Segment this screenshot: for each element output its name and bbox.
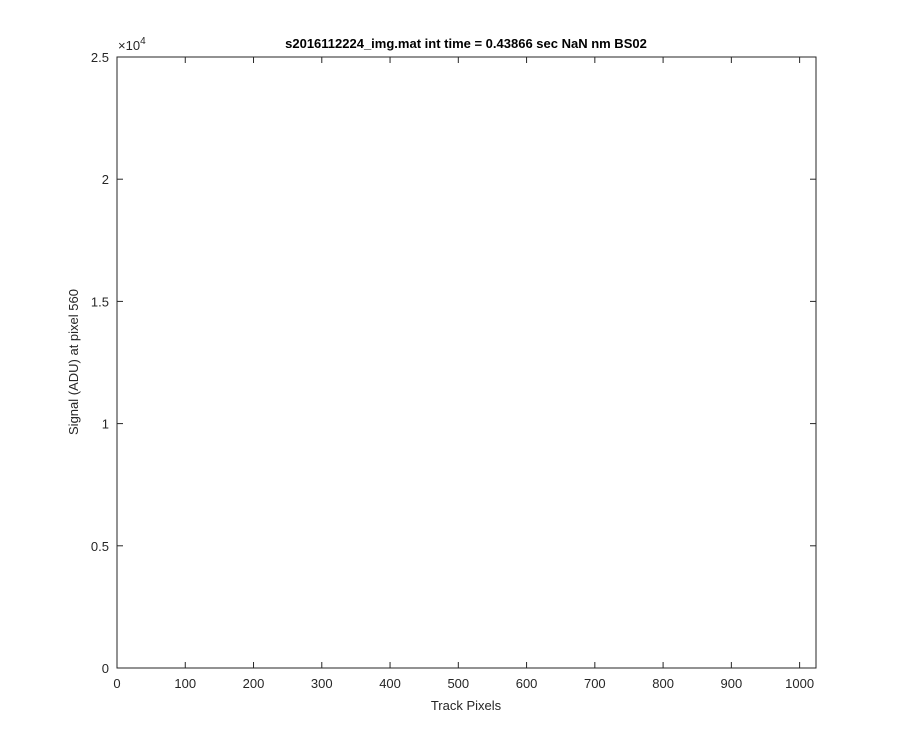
x-tick-label: 900 (721, 676, 743, 691)
y-tick-label: 2.5 (91, 50, 109, 65)
axes (116, 56, 817, 669)
x-tick-label: 1000 (785, 676, 814, 691)
y-tick-label: 1.5 (91, 294, 109, 309)
y-axis-exponent: ×104 (118, 36, 146, 53)
y-tick-label: 1 (102, 417, 109, 432)
x-tick-label: 500 (447, 676, 469, 691)
x-axis-label: Track Pixels (431, 698, 502, 713)
chart-title: s2016112224_img.mat int time = 0.43866 s… (285, 36, 647, 51)
x-tick-label: 600 (516, 676, 538, 691)
x-tick-label: 100 (174, 676, 196, 691)
y-axis-exponent-base: ×10 (118, 38, 140, 53)
x-tick-label: 300 (311, 676, 333, 691)
y-tick-label: 0.5 (91, 539, 109, 554)
x-tick-label: 200 (243, 676, 265, 691)
x-tick-label: 400 (379, 676, 401, 691)
ticks: 0 100 200 300 400 500 600 700 800 900 1000 0 0.5 1 1.5… (91, 50, 816, 691)
y-tick-label: 2 (102, 172, 109, 187)
y-tick-label: 0 (102, 661, 109, 676)
y-axis-label: Signal (ADU) at pixel 560 (66, 289, 81, 435)
x-tick-label: 700 (584, 676, 606, 691)
x-tick-label: 800 (652, 676, 674, 691)
plot-box (116, 56, 817, 669)
x-tick-label: 0 (113, 676, 120, 691)
y-axis-exponent-power: 4 (140, 36, 146, 47)
